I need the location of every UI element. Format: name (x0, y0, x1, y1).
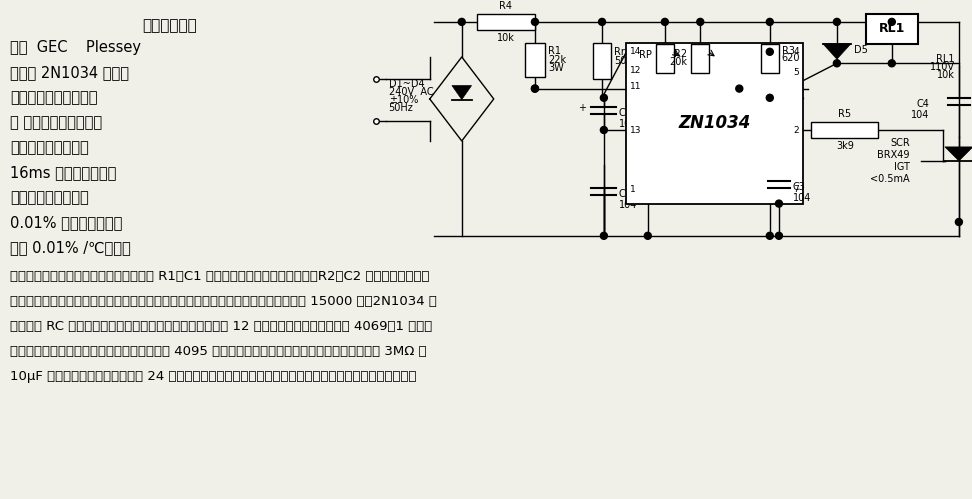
Text: 器的作用。在集成电路内部有一个并联稳压器，用来消除电网噪声，它可将噪声减小 15000 倍。2N1034 的: 器的作用。在集成电路内部有一个并联稳压器，用来消除电网噪声，它可将噪声减小 15… (10, 295, 436, 308)
Bar (525, 42, 545, 77)
Text: 10k: 10k (937, 70, 955, 80)
Circle shape (776, 233, 782, 240)
Circle shape (601, 233, 608, 240)
Text: D1~D4: D1~D4 (389, 79, 425, 89)
Text: 10k: 10k (497, 33, 515, 43)
Text: 13: 13 (631, 126, 642, 135)
Circle shape (955, 219, 962, 226)
Circle shape (888, 18, 895, 25)
Circle shape (601, 94, 608, 101)
Text: 性为 0.01% /℃。电路: 性为 0.01% /℃。电路 (10, 240, 131, 255)
Bar (656, 44, 674, 72)
Text: SCR: SCR (890, 138, 910, 148)
Text: 110V: 110V (930, 62, 955, 72)
Text: 12: 12 (631, 66, 642, 75)
Text: ZN1034: ZN1034 (678, 114, 751, 132)
Text: 比。每当触发端或者电源电压改变状态，则在 4095 个振荡周期之后才会使输出状态发生变化。对于 3MΩ 及: 比。每当触发端或者电源电压改变状态，则在 4095 个振荡周期之后才会使输出状态… (10, 345, 427, 358)
Polygon shape (823, 44, 850, 59)
Circle shape (661, 18, 669, 25)
Circle shape (766, 18, 774, 25)
Text: 4: 4 (794, 47, 799, 56)
Bar (866, 14, 918, 44)
Text: 3W: 3W (548, 63, 564, 73)
Circle shape (766, 48, 774, 55)
Text: R4: R4 (500, 1, 512, 11)
Circle shape (697, 18, 704, 25)
Text: 10μF 的定时元件，这就意味着有 24 小时的等待时间。当然可以通过调节定时电阻来获得所需的精确时延。: 10μF 的定时元件，这就意味着有 24 小时的等待时间。当然可以通过调节定时电… (10, 370, 416, 383)
Text: 简单精密的定: 简单精密的定 (143, 18, 197, 33)
Bar (761, 44, 779, 72)
Bar (626, 42, 803, 204)
Text: 于 一体的新器件，配合: 于 一体的新器件，配合 (10, 115, 102, 130)
Circle shape (644, 233, 651, 240)
Text: D5: D5 (853, 44, 868, 54)
Text: 104: 104 (911, 110, 929, 120)
Circle shape (532, 85, 538, 92)
Bar (593, 42, 611, 79)
Text: +: + (578, 103, 586, 113)
Text: RP: RP (639, 50, 652, 60)
Text: Rr: Rr (614, 47, 625, 57)
Text: R3: R3 (781, 46, 795, 56)
Text: RL1: RL1 (879, 22, 905, 35)
Text: 间隔。其重复精度在: 间隔。其重复精度在 (10, 190, 88, 205)
Circle shape (833, 18, 841, 25)
Circle shape (532, 85, 538, 92)
Text: ±10%: ±10% (389, 95, 418, 105)
Text: 是一个延迟接通电源的插件式定时器，由 R1、C1 构成滤波器用来降低噪声尖峰，R2、C2 则进一步发挥滤波: 是一个延迟接通电源的插件式定时器，由 R1、C1 构成滤波器用来降低噪声尖峰，R… (10, 270, 430, 283)
Text: 104: 104 (793, 193, 812, 203)
Text: 7: 7 (793, 185, 799, 194)
Polygon shape (452, 85, 471, 99)
Circle shape (601, 127, 608, 134)
Text: RL1: RL1 (936, 54, 955, 64)
Text: 2: 2 (794, 126, 799, 135)
Text: 集模拟电路和数字电路: 集模拟电路和数字电路 (10, 90, 97, 105)
Polygon shape (945, 147, 972, 161)
Text: 11: 11 (631, 82, 642, 91)
Text: 104: 104 (619, 200, 638, 210)
Text: <0.5mA: <0.5mA (870, 174, 910, 185)
Circle shape (888, 60, 895, 67)
Circle shape (776, 200, 782, 207)
Text: 外部元件，能产生从: 外部元件，能产生从 (10, 140, 88, 155)
Text: IGT: IGT (894, 162, 910, 172)
Text: 240V  AC: 240V AC (389, 87, 434, 97)
Text: C2: C2 (619, 189, 632, 199)
Bar (812, 122, 879, 138)
Circle shape (833, 60, 841, 67)
Text: R1: R1 (548, 46, 561, 56)
Text: 公司的 2N1034 是～个: 公司的 2N1034 是～个 (10, 65, 129, 80)
Bar (477, 14, 535, 30)
Circle shape (458, 18, 466, 25)
Bar (691, 44, 710, 72)
Text: C4: C4 (916, 99, 929, 109)
Text: 100μ: 100μ (619, 119, 643, 129)
Text: 20k: 20k (670, 57, 687, 67)
Text: 3k9: 3k9 (836, 141, 853, 151)
Text: C1: C1 (619, 108, 632, 118)
Circle shape (736, 85, 743, 92)
Circle shape (599, 18, 606, 25)
Text: 外部接有 RC 定时元件用于配合内部的精密振荡器驱动一个 12 级二进制计数器，从而给出 4069：1 的分除: 外部接有 RC 定时元件用于配合内部的精密振荡器驱动一个 12 级二进制计数器，… (10, 320, 433, 333)
Text: R2: R2 (675, 49, 687, 59)
Text: 5: 5 (793, 68, 799, 77)
Text: 0.01% 以内，温度稳定: 0.01% 以内，温度稳定 (10, 215, 122, 230)
Text: 16ms 到数小时的时间: 16ms 到数小时的时间 (10, 165, 117, 180)
Circle shape (766, 94, 774, 101)
Text: 时器  GEC    Plessey: 时器 GEC Plessey (10, 40, 141, 55)
Text: 620: 620 (781, 53, 800, 63)
Text: BRX49: BRX49 (878, 150, 910, 160)
Text: 50Hz: 50Hz (389, 103, 413, 113)
Text: C3: C3 (793, 182, 806, 192)
Text: 14: 14 (631, 47, 642, 56)
Text: R5: R5 (838, 109, 851, 119)
Text: 22k: 22k (548, 55, 566, 65)
Circle shape (766, 233, 774, 240)
Text: 500k: 500k (614, 56, 639, 66)
Circle shape (532, 18, 538, 25)
Text: 1: 1 (631, 185, 637, 194)
